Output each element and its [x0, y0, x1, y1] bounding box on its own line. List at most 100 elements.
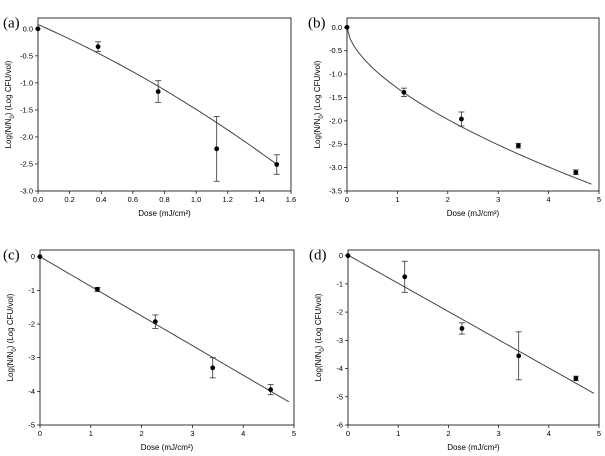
y-tick-label: -4	[336, 364, 343, 373]
fit-curve	[346, 27, 592, 185]
y-tick-label: -3	[28, 353, 35, 362]
y-tick-label: 0	[339, 251, 343, 260]
data-point	[268, 387, 274, 393]
data-point	[95, 44, 101, 50]
x-tick-label: 2	[446, 429, 450, 438]
y-axis-title-tail: ) (Log CFU/vol)	[314, 293, 323, 348]
x-tick-label: 5	[292, 429, 296, 438]
y-axis-title-main: Log(N/N	[314, 351, 323, 381]
plot-frame	[39, 249, 295, 426]
y-tick-label: -3.5	[329, 187, 342, 196]
y-tick-label: -0.5	[20, 51, 33, 60]
y-tick-label: -5	[28, 421, 35, 430]
y-axis-title: Log(N/N0) (Log CFU/vol)	[4, 60, 16, 148]
y-tick-label: -1	[28, 286, 35, 295]
fit-curve	[39, 256, 290, 403]
y-tick-label: -2.0	[329, 116, 342, 125]
plot-frame	[346, 17, 600, 192]
data-point	[515, 143, 521, 149]
y-tick-label: -1.0	[329, 70, 342, 79]
plot-frame	[347, 249, 600, 426]
x-tick-label: 3	[497, 429, 501, 438]
y-tick-label: -6	[336, 421, 343, 430]
panel-label: (a)	[3, 16, 20, 32]
y-tick-label: -1	[336, 279, 343, 288]
y-axis-title-tail: ) (Log CFU/vol)	[313, 60, 322, 115]
x-tick-label: 2	[446, 195, 450, 204]
data-point	[95, 286, 100, 292]
x-tick-label: 0.8	[159, 195, 169, 204]
x-tick-label: 1	[396, 429, 400, 438]
x-tick-label: 0	[38, 429, 42, 438]
x-tick-label: 3	[496, 195, 500, 204]
x-tick-label: 0.6	[128, 195, 138, 204]
x-tick-label: 1	[89, 429, 93, 438]
x-tick-label: 5	[597, 195, 601, 204]
y-axis-title-main: Log(N/N	[4, 118, 13, 148]
data-point	[516, 353, 522, 359]
x-tick-label: 0	[345, 195, 349, 204]
x-tick-label: 0.2	[64, 195, 74, 204]
y-tick-label: -2	[336, 308, 343, 317]
x-tick-label: 0.0	[33, 195, 43, 204]
data-point	[152, 319, 158, 325]
data-point	[573, 376, 579, 381]
y-tick-label: 0	[31, 252, 35, 261]
data-point	[344, 24, 350, 30]
y-axis-title-subscript: 0	[320, 348, 326, 352]
y-axis-title: Log(N/N0) (Log CFU/vol)	[6, 293, 18, 381]
y-axis-title-subscript: 0	[319, 115, 325, 119]
x-tick-label: 1.4	[254, 195, 264, 204]
y-axis-title: Log(N/N0) (Log CFU/vol)	[313, 60, 325, 148]
y-tick-label: -3.0	[20, 187, 33, 196]
data-point	[214, 146, 220, 152]
panel-label: (c)	[3, 248, 20, 264]
x-tick-label: 5	[597, 429, 601, 438]
y-axis-title-tail: ) (Log CFU/vol)	[4, 60, 13, 115]
x-tick-label: 4	[547, 195, 551, 204]
x-tick-label: 1.6	[286, 195, 296, 204]
y-axis-title-tail: ) (Log CFU/vol)	[6, 293, 15, 348]
x-tick-label: 4	[241, 429, 245, 438]
x-axis-title: Dose (mJ/cm²)	[447, 209, 500, 218]
x-axis-title: Dose (mJ/cm²)	[141, 443, 194, 452]
y-tick-label: -4	[28, 387, 35, 396]
x-axis-title: Dose (mJ/cm²)	[447, 443, 500, 452]
chart-panel-c: (c) 0 1 2 3 4 5 0 -1 -2 -3 -4 -5 Dose (mJ/cm²) Log(N/N…	[3, 248, 296, 452]
y-axis-title-main: Log(N/N	[313, 118, 322, 148]
x-tick-label: 3	[190, 429, 194, 438]
x-tick-label: 0	[346, 429, 350, 438]
chart-panel-a: (a)0.0 0.2 0.4 0.6 0.8 1.0 1.2 1.4 1.60.0-0.5-1.…	[3, 16, 296, 218]
y-tick-label: 0.0	[332, 23, 342, 32]
y-tick-label: -3.0	[329, 163, 342, 172]
y-axis-title-main: Log(N/N	[6, 351, 15, 381]
y-axis-title: Log(N/N0) (Log CFU/vol)	[314, 293, 326, 381]
x-tick-label: 1.2	[223, 195, 233, 204]
y-tick-label: -3	[336, 336, 343, 345]
data-point	[459, 326, 465, 331]
data-point	[210, 365, 216, 371]
data-point	[37, 254, 43, 260]
x-tick-label: 1.0	[191, 195, 201, 204]
data-point	[345, 253, 351, 259]
y-tick-label: -2.0	[20, 132, 33, 141]
data-point	[573, 169, 579, 175]
y-tick-label: -2.5	[329, 140, 342, 149]
plot-frame	[37, 17, 292, 192]
data-point	[401, 89, 407, 95]
data-point	[155, 89, 161, 94]
data-point	[35, 26, 41, 32]
panel-label: (d)	[309, 248, 327, 264]
y-tick-label: -2	[28, 320, 35, 329]
data-point	[402, 274, 408, 280]
y-tick-label: 0.0	[23, 24, 33, 33]
x-tick-label: 1	[395, 195, 399, 204]
y-axis-title-subscript: 0	[12, 348, 18, 352]
data-point	[274, 162, 280, 167]
x-axis-title: Dose (mJ/cm²)	[138, 209, 191, 218]
data-point	[459, 116, 464, 122]
y-tick-label: -2.5	[20, 159, 33, 168]
panel-label: (b)	[308, 16, 326, 32]
chart-panel-d: (d) 0 1 2 3 4 5 0 -1 -2 -3 -4 -5 -6 Dose (mJ/cm²) Log(N…	[309, 248, 601, 452]
